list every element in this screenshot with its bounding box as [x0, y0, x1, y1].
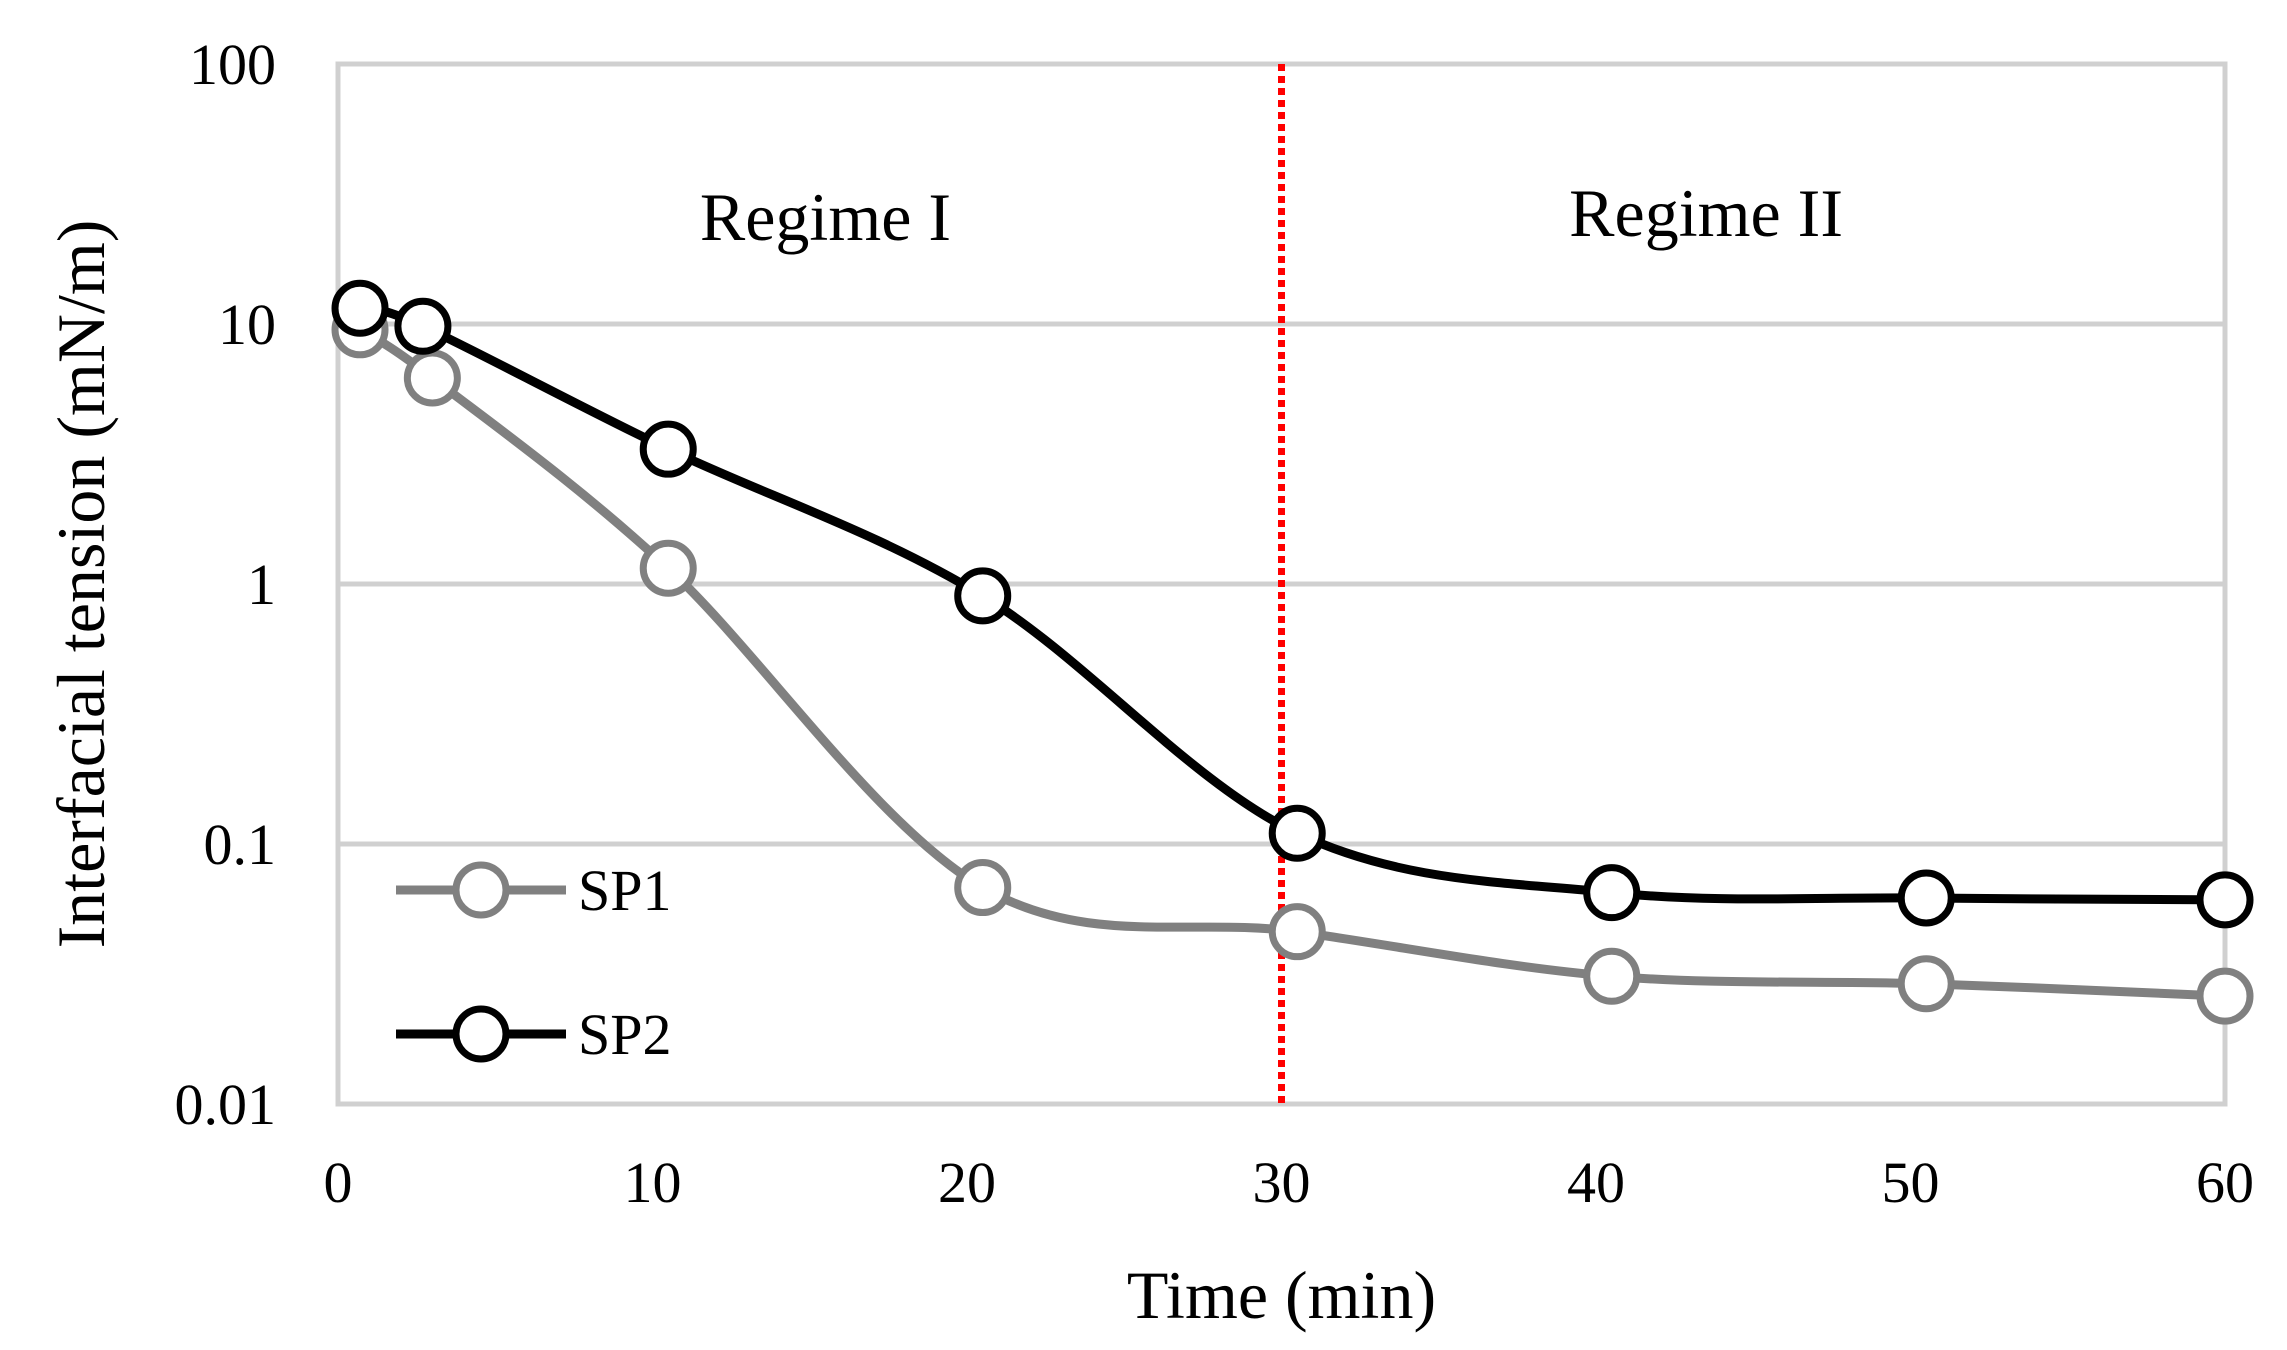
data-point-sp2: [1897, 869, 1955, 927]
data-point-sp1: [639, 539, 697, 597]
data-point-sp2: [954, 567, 1012, 625]
legend: SP1 SP2: [396, 858, 672, 1067]
data-point-sp2: [394, 297, 452, 355]
regime-annotations: Regime I Regime II: [700, 175, 1843, 255]
data-series: [331, 279, 2254, 1025]
legend-label-sp1: SP1: [578, 858, 672, 923]
x-tick-label: 50: [1882, 1150, 1940, 1215]
x-axis-tick-labels: 0 10 20 30 40 50 60: [324, 1150, 2255, 1215]
y-tick-label: 100: [189, 32, 276, 97]
y-tick-label: 10: [218, 292, 276, 357]
x-tick-label: 40: [1567, 1150, 1625, 1215]
x-tick-label: 60: [2196, 1150, 2254, 1215]
regime-label: Regime I: [700, 179, 951, 255]
legend-marker-sp1: [452, 861, 510, 919]
series-line-sp1: [355, 325, 2230, 1001]
legend-marker-sp2: [452, 1005, 510, 1063]
x-tick-label: 20: [938, 1150, 996, 1215]
data-point-sp2: [639, 420, 697, 478]
data-point-sp1: [1897, 955, 1955, 1013]
y-tick-label: 0.1: [204, 812, 277, 877]
y-axis-title: Interfacial tension (mN/m): [43, 220, 119, 949]
data-point-sp1: [2196, 967, 2254, 1025]
data-point-sp2: [331, 279, 389, 337]
x-axis-title: Time (min): [1127, 1257, 1436, 1333]
data-point-sp1: [1268, 903, 1326, 961]
legend-label-sp2: SP2: [578, 1002, 672, 1067]
x-tick-label: 30: [1253, 1150, 1311, 1215]
x-tick-label: 0: [324, 1150, 353, 1215]
y-tick-label: 1: [247, 552, 276, 617]
data-point-sp2: [1268, 804, 1326, 862]
x-tick-label: 10: [624, 1150, 682, 1215]
regime-label: Regime II: [1569, 175, 1843, 251]
data-point-sp1: [1583, 947, 1641, 1005]
series-sp2: [331, 279, 2254, 929]
y-tick-label: 0.01: [175, 1072, 277, 1137]
data-point-sp2: [2196, 871, 2254, 929]
data-point-sp2: [1583, 864, 1641, 922]
y-axis-tick-labels: 0.01 0.1 1 10 100: [175, 32, 277, 1137]
data-point-sp1: [403, 349, 461, 407]
data-point-sp1: [954, 859, 1012, 917]
